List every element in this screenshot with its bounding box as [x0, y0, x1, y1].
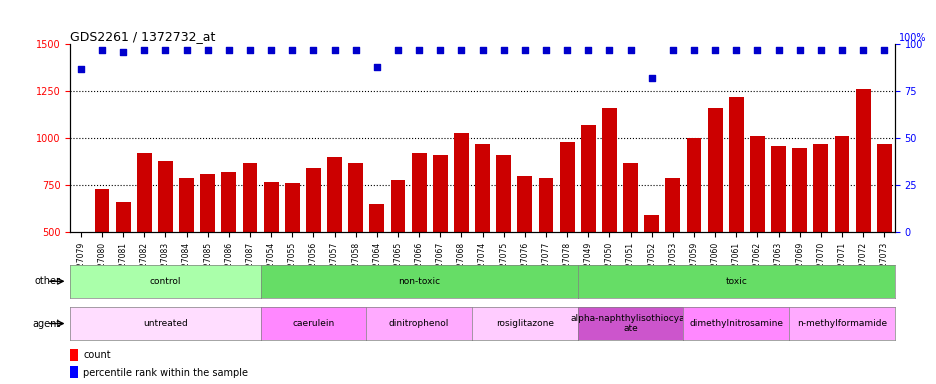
Bar: [686, 138, 701, 326]
Bar: [242, 163, 257, 326]
Text: count: count: [83, 350, 110, 360]
Point: [475, 47, 490, 53]
Point: [517, 47, 532, 53]
Bar: [792, 148, 806, 326]
Point: [200, 47, 215, 53]
Text: agent: agent: [33, 318, 61, 329]
Point: [707, 47, 722, 53]
Point: [876, 47, 891, 53]
Text: control: control: [150, 277, 181, 286]
Bar: [812, 144, 827, 326]
Bar: [770, 146, 785, 326]
Point: [559, 47, 574, 53]
Text: non-toxic: non-toxic: [398, 277, 440, 286]
Bar: [73, 232, 88, 326]
Bar: [855, 89, 870, 326]
Bar: [70, 366, 79, 379]
Point: [453, 47, 468, 53]
Point: [221, 47, 236, 53]
Bar: [728, 97, 743, 326]
Bar: [580, 125, 595, 326]
Text: percentile rank within the sample: percentile rank within the sample: [83, 367, 248, 377]
Point: [285, 47, 300, 53]
Bar: [221, 172, 236, 326]
Point: [137, 47, 152, 53]
Bar: [390, 180, 405, 326]
Bar: [834, 136, 848, 326]
Point: [390, 47, 405, 53]
Point: [432, 47, 447, 53]
Text: toxic: toxic: [724, 277, 746, 286]
Bar: [137, 153, 152, 326]
Text: n-methylformamide: n-methylformamide: [796, 319, 886, 328]
Bar: [158, 161, 172, 326]
Bar: [749, 136, 764, 326]
Bar: [306, 168, 320, 326]
Bar: [454, 132, 468, 326]
Point: [686, 47, 701, 53]
Point: [179, 47, 194, 53]
Point: [855, 47, 870, 53]
Bar: [95, 189, 110, 326]
Bar: [538, 178, 553, 326]
Point: [158, 47, 173, 53]
Bar: [411, 153, 426, 326]
Point: [580, 47, 595, 53]
Bar: [200, 174, 215, 326]
Point: [538, 47, 553, 53]
Bar: [179, 178, 194, 326]
Point: [327, 47, 342, 53]
Bar: [348, 163, 363, 326]
Bar: [601, 108, 616, 326]
Point: [791, 47, 806, 53]
Point: [263, 47, 278, 53]
Text: alpha-naphthylisothiocyan
ate: alpha-naphthylisothiocyan ate: [570, 314, 690, 333]
Point: [411, 47, 426, 53]
Bar: [876, 144, 891, 326]
Point: [834, 47, 849, 53]
Point: [749, 47, 764, 53]
Point: [601, 47, 616, 53]
Bar: [327, 157, 342, 326]
Point: [770, 47, 785, 53]
Bar: [707, 108, 722, 326]
Text: other: other: [35, 276, 61, 286]
Bar: [644, 215, 658, 326]
Text: dinitrophenol: dinitrophenol: [388, 319, 449, 328]
Point: [305, 47, 320, 53]
Bar: [496, 155, 510, 326]
Bar: [369, 204, 384, 326]
Point: [95, 47, 110, 53]
Bar: [517, 176, 532, 326]
Text: untreated: untreated: [143, 319, 187, 328]
Point: [622, 47, 637, 53]
Point: [348, 47, 363, 53]
Point: [728, 47, 743, 53]
Point: [644, 75, 659, 81]
Bar: [475, 144, 490, 326]
Bar: [622, 163, 637, 326]
Point: [115, 49, 130, 55]
Point: [369, 64, 384, 70]
Bar: [432, 155, 447, 326]
Bar: [263, 182, 278, 326]
Point: [242, 47, 257, 53]
Text: rosiglitazone: rosiglitazone: [495, 319, 553, 328]
Bar: [70, 349, 79, 361]
Bar: [116, 202, 130, 326]
Text: caerulein: caerulein: [292, 319, 334, 328]
Bar: [665, 178, 680, 326]
Point: [496, 47, 511, 53]
Text: 100%: 100%: [898, 33, 926, 43]
Point: [812, 47, 827, 53]
Point: [665, 47, 680, 53]
Point: [73, 66, 88, 72]
Text: dimethylnitrosamine: dimethylnitrosamine: [689, 319, 782, 328]
Bar: [559, 142, 574, 326]
Text: GDS2261 / 1372732_at: GDS2261 / 1372732_at: [70, 30, 215, 43]
Bar: [285, 184, 300, 326]
